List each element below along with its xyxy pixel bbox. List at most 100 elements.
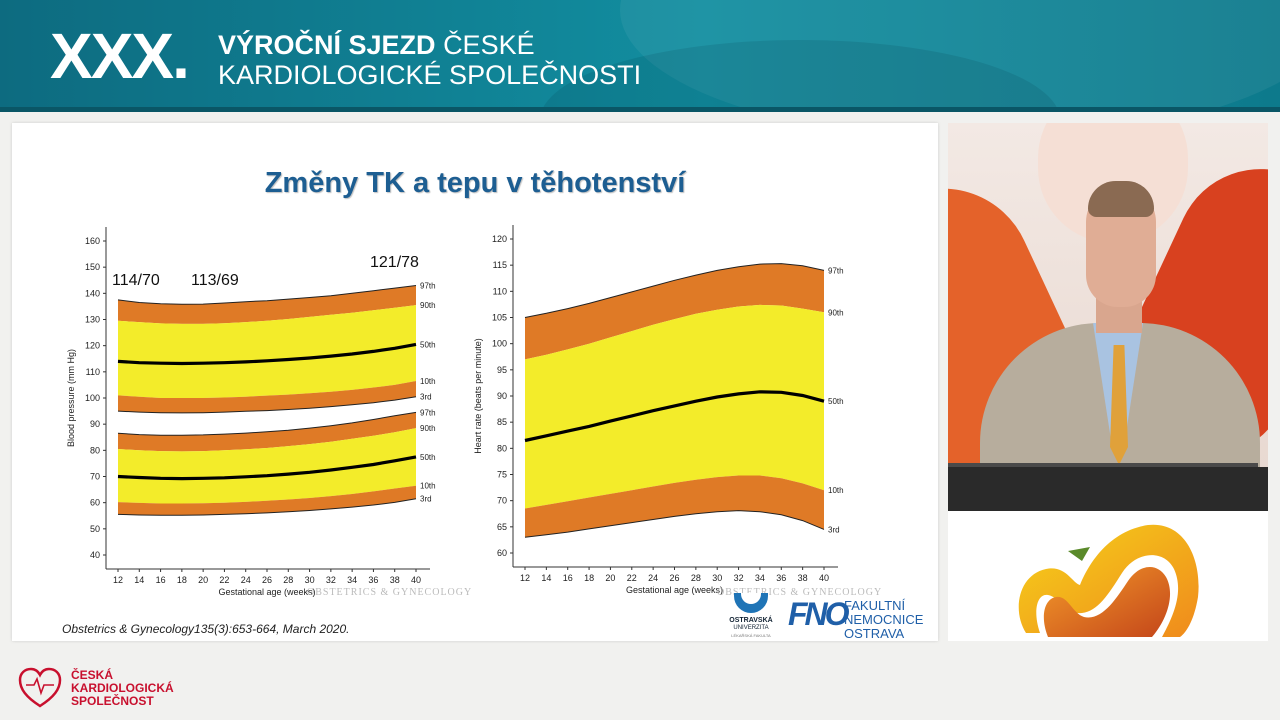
y-tick-label: 140 [85,288,100,298]
percentile-label: 50th [420,453,436,462]
band-10-3 [525,475,824,538]
x-tick-label: 36 [368,575,378,585]
logo-ou-line3: LÉKAŘSKÁ FAKULTA [731,633,771,638]
band-97-90 [118,285,416,324]
y-axis-label: Blood pressure (mm Hg) [66,349,76,447]
y-tick-label: 50 [90,524,100,534]
y-tick-label: 80 [90,445,100,455]
logo-ou-line2: UNIVERZITA [733,625,769,631]
y-tick-label: 100 [492,339,507,349]
banner-decoration [620,0,1280,107]
fno-line3: OSTRAVA [844,626,905,641]
x-tick-label: 32 [734,573,744,583]
y-tick-label: 70 [90,472,100,482]
y-tick-label: 60 [497,548,507,558]
fno-logo-mark: FNO [788,596,850,632]
y-tick-label: 90 [497,391,507,401]
x-tick-label: 40 [411,575,421,585]
cks-line2: KARDIOLOGICKÁ [71,681,174,695]
conference-banner: XXX. VÝROČNÍ SJEZD ČESKÉ KARDIOLOGICKÉ S… [0,0,1280,107]
cks-line3: SPOLEČNOST [71,694,154,708]
speaker-tie [1110,345,1128,465]
x-tick-label: 16 [563,573,573,583]
banner-stripe [0,107,1280,112]
x-axis-label: Gestational age (weeks) [218,587,315,597]
percentile-label: 3rd [828,525,840,534]
slide-title: Změny TK a tepu v těhotenství [264,167,686,199]
cks-logo-text: ČESKÁ KARDIOLOGICKÁ SPOLEČNOST [71,669,174,708]
x-tick-label: 24 [241,575,251,585]
fno-line2: NEMOCNICE [844,612,924,627]
percentile-3-line [117,396,417,414]
logo-ou-line1: OSTRAVSKÁ [729,617,773,624]
x-axis-label: Gestational age (weeks) [626,585,723,595]
x-tick-label: 22 [219,575,229,585]
y-tick-label: 100 [85,393,100,403]
banner-edition: XXX. [50,20,190,92]
x-tick-label: 30 [305,575,315,585]
x-tick-label: 20 [605,573,615,583]
blood-pressure-chart: 97th 90th 50th 10th 3rd 97th 90th 50th 10th 3rd 40… [66,227,436,597]
percentile-label: 97th [420,281,436,290]
y-tick-label: 120 [85,341,100,351]
bp-annotation: 113/69 [191,272,239,289]
x-tick-label: 20 [198,575,208,585]
fno-logo-text: FAKULTNÍ NEMOCNICE OSTRAVA [844,599,923,641]
band-90-10 [118,305,416,398]
percentile-label: 90th [420,301,436,310]
x-tick-label: 28 [283,575,293,585]
percentile-label: 3rd [420,495,432,504]
y-tick-label: 130 [85,315,100,325]
fno-line1: FAKULTNÍ [844,598,906,613]
x-tick-label: 40 [819,573,829,583]
percentile-label: 10th [420,482,436,491]
x-tick-label: 32 [326,575,336,585]
x-tick-label: 18 [584,573,594,583]
y-tick-label: 115 [493,260,507,270]
x-tick-label: 26 [262,575,272,585]
x-tick-label: 14 [541,573,551,583]
percentile-3-line [117,498,417,516]
percentile-97-line [524,263,825,318]
x-tick-label: 34 [755,573,765,583]
percentile-label: 3rd [420,393,432,402]
cks-heart-logo [18,667,62,708]
x-tick-label: 16 [156,575,166,585]
median-line [524,390,825,443]
y-tick-label: 85 [497,417,507,427]
y-axis-label: Heart rate (beats per minute) [473,338,483,454]
x-tick-label: 14 [134,575,144,585]
bp-annotation: 114/70 [112,272,160,289]
x-tick-label: 28 [691,573,701,583]
percentile-label: 97th [420,408,436,417]
y-tick-label: 70 [497,496,507,506]
x-tick-label: 38 [798,573,808,583]
y-tick-label: 120 [492,234,507,244]
x-tick-label: 12 [520,573,530,583]
percentile-3-line [524,510,825,538]
percentile-label: 50th [828,397,844,406]
band-10-3 [118,381,416,413]
speaker-video [948,123,1268,511]
logo-ou-mark-inner [741,593,761,604]
median-line [117,342,417,366]
y-tick-label: 160 [85,236,100,246]
y-tick-label: 110 [493,286,507,296]
x-tick-label: 26 [669,573,679,583]
ostravska-univerzita-logo: OSTRAVSKÁ UNIVERZITA LÉKAŘSKÁ FAKULTA [726,593,776,641]
watermark-left: OBSTETRICS & GYNECOLOGY [307,587,473,598]
x-tick-label: 18 [177,575,187,585]
percentile-97-line [117,285,417,305]
banner-title-bold: VÝROČNÍ SJEZD [218,30,436,60]
speaker-hair [1088,181,1154,217]
y-tick-label: 110 [86,367,100,377]
percentile-label: 50th [420,340,436,349]
y-tick-label: 105 [492,313,507,323]
bp-annotation: 121/78 [370,254,419,271]
y-tick-label: 90 [90,419,100,429]
percentile-label: 90th [828,308,844,317]
percentile-label: 10th [420,377,436,386]
percentile-97-line [117,411,417,436]
banner-title-line1: VÝROČNÍ SJEZD ČESKÉ [218,30,535,60]
x-tick-label: 22 [627,573,637,583]
